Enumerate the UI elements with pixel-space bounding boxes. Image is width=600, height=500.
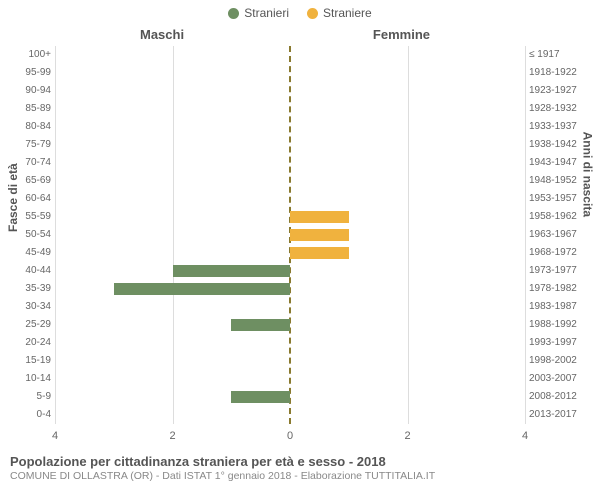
age-label: 100+ [13,50,51,60]
chart-row [55,82,525,100]
x-tick: 2 [404,430,410,442]
x-tick: 4 [522,430,528,442]
birth-label: 1993-1997 [529,338,587,348]
section-label-left: Maschi [140,27,184,42]
age-label: 20-24 [13,338,51,348]
chart: Maschi Femmine Fasce di età Anni di nasc… [0,22,600,452]
bar-male [173,265,291,277]
chart-row [55,244,525,262]
chart-row [55,406,525,424]
birth-label: 1978-1982 [529,284,587,294]
age-label: 65-69 [13,176,51,186]
legend-label-male: Stranieri [244,6,289,20]
age-label: 75-79 [13,140,51,150]
birth-label: 1973-1977 [529,266,587,276]
chart-row [55,262,525,280]
age-label: 70-74 [13,158,51,168]
birth-label: 2013-2017 [529,410,587,420]
legend-label-female: Straniere [323,6,372,20]
chart-row [55,46,525,64]
x-tick: 4 [52,430,58,442]
birth-label: 1943-1947 [529,158,587,168]
footer: Popolazione per cittadinanza straniera p… [0,452,600,482]
chart-row [55,172,525,190]
birth-label: 1963-1967 [529,230,587,240]
section-label-right: Femmine [373,27,430,42]
chart-row [55,208,525,226]
chart-row [55,118,525,136]
chart-row [55,136,525,154]
grid-line [525,46,526,424]
chart-row [55,64,525,82]
chart-row [55,280,525,298]
birth-label: 1958-1962 [529,212,587,222]
age-label: 90-94 [13,86,51,96]
x-tick: 2 [169,430,175,442]
birth-label: 1983-1987 [529,302,587,312]
chart-row [55,334,525,352]
age-label: 25-29 [13,320,51,330]
age-label: 95-99 [13,68,51,78]
birth-label: 1928-1932 [529,104,587,114]
birth-label: 1923-1927 [529,86,587,96]
age-label: 15-19 [13,356,51,366]
bar-female [290,211,349,223]
footer-subtitle: COMUNE DI OLLASTRA (OR) - Dati ISTAT 1° … [10,470,590,482]
x-tick: 0 [287,430,293,442]
age-label: 50-54 [13,230,51,240]
footer-title: Popolazione per cittadinanza straniera p… [10,454,590,469]
chart-row [55,316,525,334]
chart-row [55,352,525,370]
bar-male [114,283,290,295]
chart-row [55,226,525,244]
legend-swatch-male [228,8,239,19]
birth-label: 1988-1992 [529,320,587,330]
age-label: 85-89 [13,104,51,114]
birth-label: ≤ 1917 [529,50,587,60]
chart-row [55,370,525,388]
chart-row [55,154,525,172]
plot-area: 42024100+≤ 191795-991918-192290-941923-1… [55,46,525,424]
legend-item-male: Stranieri [228,6,289,20]
bar-male [231,319,290,331]
birth-label: 1938-1942 [529,140,587,150]
age-label: 5-9 [13,392,51,402]
age-label: 0-4 [13,410,51,420]
chart-row [55,298,525,316]
age-label: 80-84 [13,122,51,132]
age-label: 60-64 [13,194,51,204]
chart-row [55,190,525,208]
age-label: 30-34 [13,302,51,312]
birth-label: 1918-1922 [529,68,587,78]
bar-male [231,391,290,403]
chart-row [55,388,525,406]
age-label: 55-59 [13,212,51,222]
age-label: 40-44 [13,266,51,276]
birth-label: 2008-2012 [529,392,587,402]
birth-label: 1933-1937 [529,122,587,132]
bar-female [290,229,349,241]
age-label: 10-14 [13,374,51,384]
birth-label: 2003-2007 [529,374,587,384]
bar-female [290,247,349,259]
birth-label: 1953-1957 [529,194,587,204]
birth-label: 1948-1952 [529,176,587,186]
legend-swatch-female [307,8,318,19]
legend: Stranieri Straniere [0,0,600,22]
legend-item-female: Straniere [307,6,372,20]
birth-label: 1998-2002 [529,356,587,366]
age-label: 35-39 [13,284,51,294]
age-label: 45-49 [13,248,51,258]
chart-row [55,100,525,118]
birth-label: 1968-1972 [529,248,587,258]
